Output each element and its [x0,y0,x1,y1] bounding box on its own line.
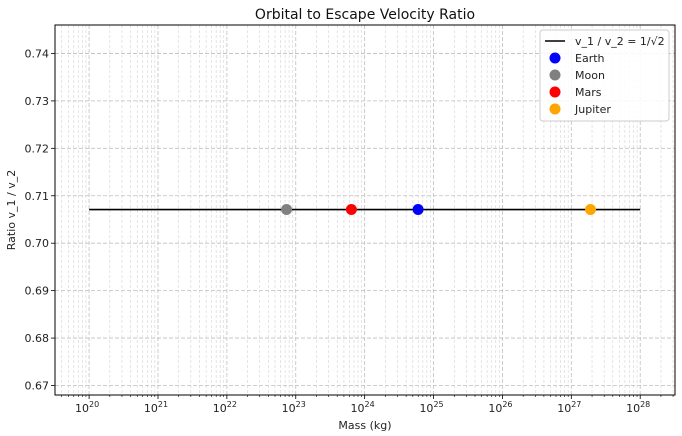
x-tick-label: 1027 [557,400,581,415]
legend-label: Mars [575,86,602,99]
y-tick-label: 0.71 [25,190,50,203]
legend-marker [549,52,561,64]
y-tick-label: 0.69 [25,285,50,298]
y-tick-label: 0.73 [25,95,50,108]
y-tick-label: 0.74 [25,47,50,60]
legend-label: v_1 / v_2 = 1/√2 [575,35,665,48]
x-axis-label: Mass (kg) [338,419,391,432]
legend-label: Jupiter [574,103,611,116]
legend-marker [549,86,561,98]
legend-label: Earth [575,52,605,65]
y-tick-label: 0.67 [25,380,50,393]
data-point-earth [412,204,424,216]
data-points [281,204,597,216]
legend-box [539,29,670,122]
y-tick-label: 0.68 [25,332,50,345]
y-tick-label: 0.70 [25,237,50,250]
x-tick-label: 1024 [351,400,375,415]
y-axis-label: Ratio v_1 / v_2 [5,170,18,250]
data-point-mars [345,204,357,216]
x-tick-label: 1021 [144,400,168,415]
y-axis: 0.67 0.68 0.69 0.70 0.71 0.72 0.73 0.74 [25,47,55,393]
legend-marker [549,69,561,81]
y-tick-label: 0.72 [25,142,50,155]
x-tick-label: 1022 [213,400,237,415]
legend-marker [549,103,561,115]
legend-label: Moon [575,69,605,82]
x-tick-label: 1025 [419,400,443,415]
x-axis: 1020 1021 1022 1023 1024 1025 1026 1027 1028 [61,395,674,415]
x-tick-label: 1020 [75,400,99,415]
data-point-jupiter [585,204,597,216]
chart-title: Orbital to Escape Velocity Ratio [255,7,475,23]
x-tick-label: 1023 [282,400,306,415]
x-tick-label: 1026 [488,400,512,415]
x-tick-label: 1028 [626,400,650,415]
data-point-moon [281,204,293,216]
legend: v_1 / v_2 = 1/√2 Earth Moon Mars Jupiter [539,29,670,122]
